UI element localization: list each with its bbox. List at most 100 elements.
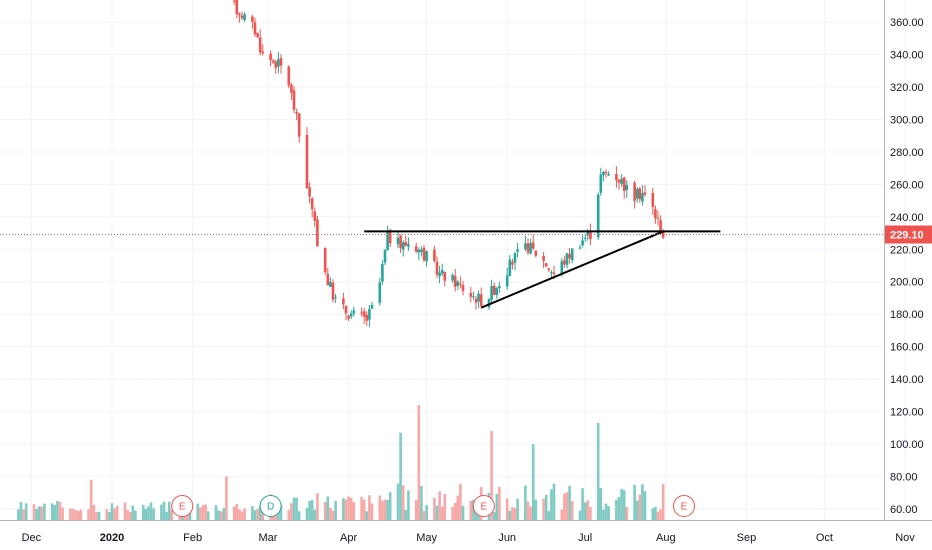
candle-body [438, 272, 441, 277]
volume-bar [578, 510, 582, 520]
x-tick-label: Apr [340, 532, 357, 544]
volume-bar [128, 512, 132, 520]
volume-bar [511, 507, 514, 520]
candle-body [508, 259, 512, 276]
candle-body [568, 253, 571, 259]
candle-body [334, 297, 337, 299]
candle-body [435, 261, 439, 275]
candle-body [531, 242, 535, 249]
volume-bar [399, 432, 402, 520]
volume-bar [604, 503, 608, 520]
candle-body [344, 305, 348, 314]
candle-body [599, 174, 603, 193]
candle-body [479, 294, 483, 306]
volume-bar [404, 510, 408, 520]
volume-bar [365, 511, 369, 520]
candle-body [550, 272, 553, 274]
volume-bar [568, 485, 571, 520]
volume-bar [188, 511, 192, 520]
volume-bar [162, 501, 166, 520]
volume-bar [461, 505, 465, 520]
candle-body [297, 113, 301, 137]
candle-body [604, 171, 608, 174]
candle-body [578, 247, 582, 249]
volume-bar [508, 510, 512, 520]
candle-body [313, 211, 317, 221]
volume-bar [316, 493, 319, 520]
candle-body [326, 273, 330, 286]
volume-bar [495, 493, 499, 520]
event-marker-e[interactable] [673, 495, 695, 517]
candle-body [643, 192, 647, 195]
trendline-support[interactable] [480, 230, 664, 309]
volume-bar [641, 484, 644, 520]
volume-bar [370, 503, 374, 520]
candle-body [295, 111, 298, 114]
volume-bar [53, 505, 57, 520]
volume-bar [126, 509, 129, 520]
candle-body [472, 296, 475, 298]
candle-body [635, 188, 639, 199]
volume-bar [656, 511, 660, 520]
volume-bar [469, 500, 473, 520]
x-tick-label: 2020 [100, 532, 124, 544]
y-tick-label: 300.00 [890, 114, 924, 126]
candle-body [659, 220, 662, 234]
trendlines[interactable] [364, 230, 721, 309]
volume-bar [87, 508, 90, 520]
volume-bar [589, 507, 592, 520]
candle-body [386, 230, 389, 250]
event-marker-e[interactable] [472, 495, 495, 517]
volume-bar [581, 488, 584, 520]
candle-body [542, 256, 545, 261]
volume-bar [279, 504, 283, 520]
volume-bar [256, 508, 259, 520]
candle-body [347, 315, 350, 319]
candle-body [271, 60, 275, 63]
volume-bar [529, 506, 532, 520]
candle-body [238, 13, 241, 16]
volume-bar [505, 498, 509, 520]
event-marker-d[interactable] [259, 495, 282, 517]
volume-bar [401, 485, 405, 520]
volume-bar [638, 494, 642, 520]
volume-bar [651, 508, 655, 520]
y-tick-label: 120.00 [890, 407, 924, 419]
volume-bar [89, 479, 93, 520]
candle-body [362, 311, 366, 317]
x-tick-label: May [416, 532, 437, 544]
candle-body [331, 282, 335, 300]
candle-body [565, 253, 569, 265]
candle-body [526, 243, 530, 253]
volume-bar [368, 495, 371, 520]
candle-body [308, 187, 311, 197]
volume-bar [305, 507, 309, 520]
event-marker-e[interactable] [171, 495, 194, 517]
volume-bar [17, 509, 20, 520]
candle-body [292, 90, 296, 110]
volume-bar [490, 431, 493, 520]
volume-bar [144, 508, 148, 520]
candle-body [469, 293, 473, 297]
volume-bar [105, 509, 109, 520]
volume-bar [131, 505, 135, 520]
volume-bar [110, 503, 114, 520]
price-axis[interactable]: 60.00 80.00 100.00 120.00 140.00 160.00 180.00… [890, 17, 924, 516]
volume-bar [456, 495, 460, 520]
volume-bar [544, 494, 548, 520]
candle-body [474, 298, 478, 303]
volume-bar [108, 511, 111, 520]
candle-body [261, 51, 265, 54]
volume-bar [542, 498, 545, 520]
volume-bar [214, 505, 218, 520]
time-axis[interactable]: Dec 2020 Feb Mar Apr May Jun Jul Aug Sep Oct Nov [22, 532, 916, 544]
volume-bar [550, 489, 553, 520]
volume-bar [152, 508, 155, 520]
volume-bar [362, 499, 366, 520]
volume-bar [313, 509, 317, 520]
candle-body [329, 281, 332, 287]
volume-bar [383, 499, 387, 520]
candle-body [443, 272, 447, 281]
